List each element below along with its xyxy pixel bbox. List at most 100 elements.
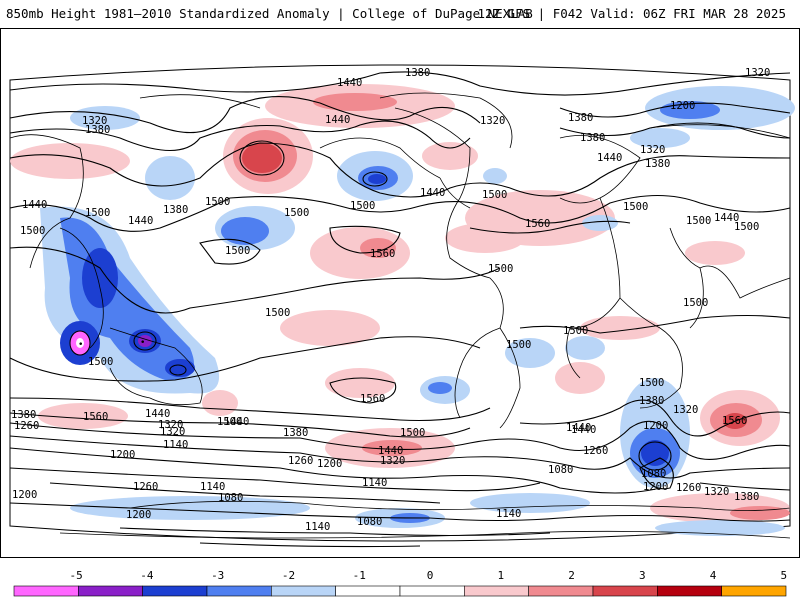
coastlines	[9, 92, 791, 539]
contour-label: 1140	[200, 481, 225, 493]
contour-label: 1320	[640, 144, 665, 156]
contour-label: 1380	[568, 112, 593, 124]
contour-label: 1260	[133, 481, 158, 493]
contour-label: 1500	[686, 215, 711, 227]
colorbar-tick-label: 4	[710, 569, 717, 582]
contour-label: 1200	[12, 489, 37, 501]
contour-label: 1320	[745, 67, 770, 79]
contour-label: 1500	[639, 377, 664, 389]
contour-label: 1080	[548, 464, 573, 476]
colorbar-box	[657, 585, 722, 597]
contour-label: 1200	[110, 449, 135, 461]
contour-label: 1500	[482, 189, 507, 201]
contour-label: 1380	[85, 124, 110, 136]
contour-label: 1500	[85, 207, 110, 219]
colorbar-box	[78, 585, 143, 597]
colorbar-box	[399, 585, 465, 597]
contour-label: 1500	[88, 356, 113, 368]
colorbar-tick-label: 3	[639, 569, 646, 582]
colorbar-box	[464, 585, 529, 597]
colorbar-box	[206, 585, 272, 597]
contour-label: 1380	[163, 204, 188, 216]
contour-label: 1500	[506, 339, 531, 351]
contour-label: 1380	[11, 409, 36, 421]
contour-label: 1140	[163, 439, 188, 451]
contour-label: 1260	[14, 420, 39, 432]
map-panel: 1380 1440 1440 1380 1320 1320 1380 1320 …	[0, 28, 800, 558]
contour-label: 1500	[217, 416, 242, 428]
contour-label: 1320	[480, 115, 505, 127]
contour-label: 1440	[325, 114, 350, 126]
contour-label: 1500	[683, 297, 708, 309]
contour-label: 1440	[337, 77, 362, 89]
contour-label: 1380	[283, 427, 308, 439]
contour-label: 1500	[265, 307, 290, 319]
contour-label: 1200	[643, 420, 668, 432]
contour-label: 1500	[488, 263, 513, 275]
colorbar-box	[13, 585, 79, 597]
colorbar-boxes	[13, 585, 787, 597]
colorbar-tick-label: -4	[140, 569, 154, 582]
contour-label: 1560	[370, 248, 395, 260]
contour-label: 1500	[350, 200, 375, 212]
low-centers	[69, 140, 672, 471]
colorbar-box	[271, 585, 336, 597]
contour-label: 1320	[704, 486, 729, 498]
contour-label: 1260	[583, 445, 608, 457]
colorbar-tick-label: -1	[353, 569, 366, 582]
contour-label: 1440	[378, 445, 403, 457]
contour-label: 1560	[525, 218, 550, 230]
contour-label: 1380	[639, 395, 664, 407]
contour-label: 1380	[580, 132, 605, 144]
contour-label: 1200	[643, 481, 668, 493]
contour-label: 1380	[645, 158, 670, 170]
colorbar-tick-label: -3	[211, 569, 224, 582]
contour-label: 1440	[145, 408, 170, 420]
header: 850mb Height 1981–2010 Standardized Anom…	[0, 0, 800, 28]
contour-label: 1500	[400, 427, 425, 439]
model-run-info: 12Z GFS | F042 Valid: 06Z FRI MAR 28 202…	[477, 6, 786, 21]
colorbar: -5 -4 -3 -2 -1 0 1 2 3 4 5	[0, 560, 800, 600]
colorbar-box	[592, 585, 658, 597]
contour-label: 1140	[362, 477, 387, 489]
contour-label: 1440	[571, 424, 596, 436]
contour-label: 1080	[218, 492, 243, 504]
colorbar-svg: -5 -4 -3 -2 -1 0 1 2 3 4 5	[13, 569, 788, 597]
colorbar-box	[721, 585, 787, 597]
contour-label: 1500	[20, 225, 45, 237]
contour-label: 1200	[317, 458, 342, 470]
contour-label: 1320	[160, 426, 185, 438]
contour-label: 1440	[22, 199, 47, 211]
contour-label: 1140	[496, 508, 521, 520]
colorbar-tick-label: -5	[70, 569, 83, 582]
contour-label: 1320	[158, 419, 183, 431]
contour-label: 1440	[420, 187, 445, 199]
contour-label: 1500	[623, 201, 648, 213]
contour-label: 1500	[734, 221, 759, 233]
anomaly-map: 1380 1440 1440 1380 1320 1320 1380 1320 …	[0, 28, 800, 558]
colorbar-tick-label: 0	[427, 569, 434, 582]
extrema-markers: • •	[78, 338, 145, 350]
contour-label: 1320	[380, 455, 405, 467]
contour-label: 1320	[82, 115, 107, 127]
contour-label: 1140	[305, 521, 330, 533]
colorbar-tick-labels: -5 -4 -3 -2 -1 0 1 2 3 4 5	[70, 569, 788, 582]
contour-label: 1440	[597, 152, 622, 164]
contour-label: 1380	[405, 67, 430, 79]
contour-label: 1200	[126, 509, 151, 521]
contour-label: 1260	[288, 455, 313, 467]
colorbar-tick-label: -2	[282, 569, 295, 582]
contour-label: 1380	[734, 491, 759, 503]
colorbar-box	[335, 585, 401, 597]
contour-label: 1080	[357, 516, 382, 528]
contour-label: 1560	[360, 393, 385, 405]
contour-label: 1440	[714, 212, 739, 224]
colorbar-tick-label: 1	[497, 569, 504, 582]
contour-label: 1500	[205, 196, 230, 208]
globe-outline	[9, 64, 791, 542]
contour-label: 1500	[284, 207, 309, 219]
contour-label: 1440	[224, 416, 249, 428]
contour-label: 1500	[563, 325, 588, 337]
contour-label: 1260	[676, 482, 701, 494]
contour-labels: 1380 1440 1440 1380 1320 1320 1380 1320 …	[11, 67, 770, 533]
